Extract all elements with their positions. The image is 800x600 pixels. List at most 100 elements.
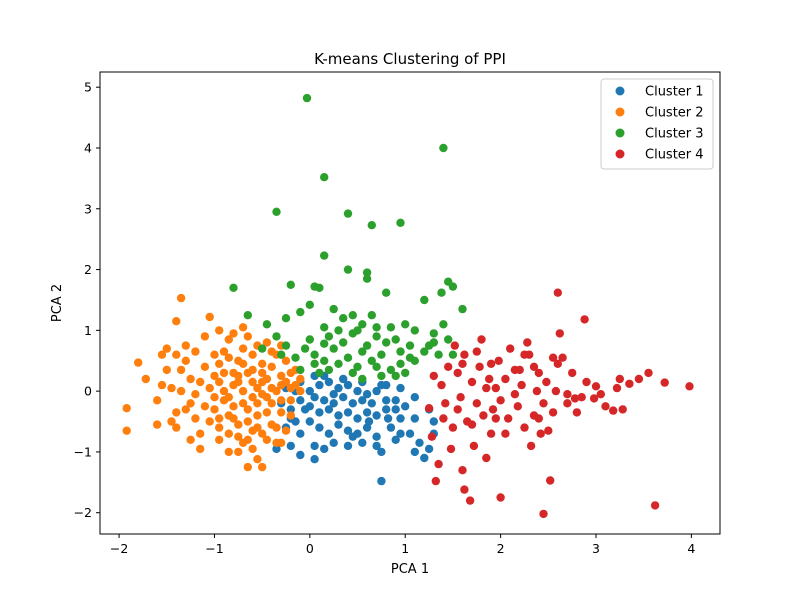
data-point [196, 429, 205, 438]
data-point [224, 335, 233, 344]
data-point [391, 396, 400, 405]
data-point [343, 353, 353, 362]
data-point [510, 365, 520, 375]
data-point [243, 435, 252, 444]
data-point [310, 393, 319, 402]
data-point [205, 417, 214, 426]
data-point [191, 347, 200, 356]
data-point [472, 399, 481, 408]
data-point [296, 386, 305, 396]
data-point [460, 485, 469, 494]
data-point [458, 359, 467, 368]
data-point [580, 315, 589, 324]
data-point [262, 408, 272, 417]
data-point [196, 377, 205, 387]
data-point [553, 359, 562, 368]
data-point [486, 429, 496, 438]
data-point [401, 320, 410, 329]
data-point [506, 344, 515, 353]
y-tick-label: 5 [84, 80, 92, 95]
data-point [253, 455, 262, 464]
data-point [339, 338, 348, 347]
data-point [281, 341, 291, 350]
data-point [181, 356, 190, 365]
data-point [243, 417, 252, 426]
data-point [558, 353, 567, 362]
legend-label: Cluster 4 [645, 148, 704, 163]
data-point [372, 441, 381, 451]
data-point [548, 353, 558, 362]
data-point [153, 420, 162, 429]
data-point [200, 362, 210, 371]
data-point [372, 386, 381, 396]
data-point [434, 459, 443, 469]
data-point [200, 332, 210, 341]
data-point [427, 432, 437, 441]
data-point [200, 402, 210, 411]
data-point [215, 414, 224, 423]
x-tick-label: 3 [592, 541, 600, 556]
data-point [372, 332, 381, 341]
data-point [434, 350, 443, 359]
data-point [644, 368, 653, 378]
data-point [329, 304, 338, 314]
data-point [243, 332, 252, 341]
data-point [685, 382, 694, 391]
data-point [382, 288, 391, 297]
data-point [167, 383, 176, 393]
data-point [391, 335, 400, 344]
data-point [258, 462, 267, 472]
data-point [224, 447, 233, 457]
legend-marker [615, 149, 625, 159]
data-point [460, 350, 469, 359]
data-point [157, 380, 167, 390]
data-point [591, 382, 601, 391]
data-point [310, 359, 319, 368]
data-point [181, 341, 190, 350]
data-point [229, 329, 238, 338]
data-point [401, 402, 410, 411]
data-point [372, 432, 381, 441]
data-point [238, 399, 248, 408]
x-tick-label: 2 [497, 541, 505, 556]
data-point [444, 362, 453, 371]
data-point [176, 386, 186, 396]
data-point [262, 320, 272, 329]
data-point [410, 393, 419, 402]
data-point [348, 311, 357, 320]
plot-frame [99, 71, 721, 535]
data-point [348, 368, 357, 378]
data-point [612, 383, 622, 393]
data-point [577, 393, 586, 402]
data-point [267, 383, 276, 393]
x-axis-ticks: −2 −1 0 1 2 3 4 [110, 534, 695, 556]
y-tick-label: −1 [74, 444, 92, 459]
data-point [353, 386, 362, 396]
data-point [329, 390, 338, 399]
data-point [248, 444, 257, 454]
data-point [215, 377, 224, 387]
data-point [234, 447, 243, 457]
data-point [291, 380, 300, 390]
data-point [305, 386, 314, 396]
data-point [329, 399, 338, 408]
data-point [396, 218, 405, 227]
data-point [334, 383, 343, 393]
data-point [386, 423, 396, 432]
data-point [320, 444, 329, 454]
data-point [383, 414, 393, 423]
data-point [320, 396, 329, 405]
data-point [181, 405, 190, 414]
data-point [367, 221, 376, 230]
data-point [520, 350, 529, 359]
data-point [358, 374, 367, 384]
data-point [348, 432, 357, 441]
data-point [386, 323, 396, 332]
data-point [210, 350, 219, 359]
data-point [253, 411, 262, 420]
data-point [367, 356, 376, 365]
chart-title: K-means Clustering of PPI [314, 50, 506, 68]
data-point [157, 350, 167, 359]
data-point [219, 347, 229, 356]
data-point [238, 344, 248, 353]
